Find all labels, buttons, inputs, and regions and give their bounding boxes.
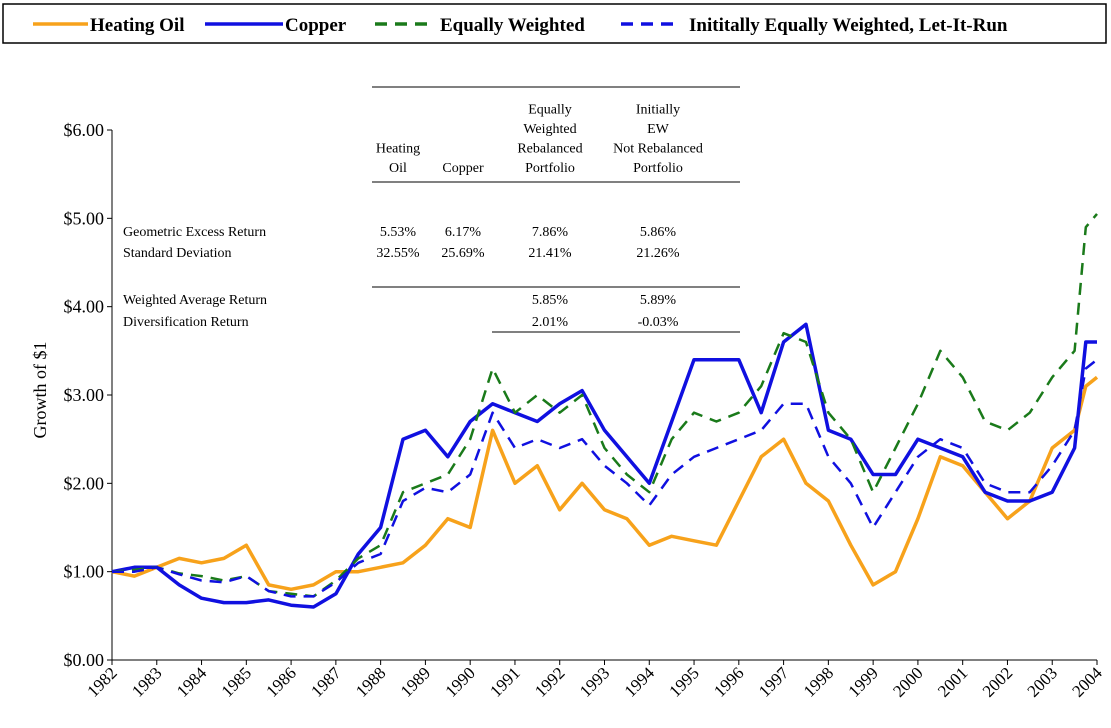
- legend-label: Copper: [285, 15, 347, 36]
- table-header: Copper: [442, 161, 484, 176]
- y-tick-label: $0.00: [64, 650, 105, 670]
- table-header: Portfolio: [525, 161, 575, 176]
- table-cell: 21.41%: [528, 246, 572, 261]
- table-cell: 32.55%: [376, 246, 420, 261]
- y-tick-label: $4.00: [64, 297, 105, 317]
- table-cell: 5.86%: [640, 225, 677, 240]
- x-tick-label: 1989: [397, 663, 434, 700]
- series-line: [111, 322, 1097, 609]
- legend-label: Equally Weighted: [440, 15, 585, 36]
- table-row-label: Geometric Excess Return: [123, 225, 266, 240]
- y-axis-label: Growth of $1: [30, 342, 50, 439]
- table-cell: 6.17%: [445, 225, 482, 240]
- series-line: [112, 358, 1098, 598]
- x-tick-label: 1998: [800, 663, 837, 700]
- table-cell: 5.85%: [532, 293, 569, 308]
- table-cell: 25.69%: [441, 246, 485, 261]
- x-tick-label: 2003: [1024, 663, 1061, 700]
- x-tick-label: 1990: [442, 663, 479, 700]
- x-tick-label: 1987: [307, 663, 345, 701]
- table-header: Not Rebalanced: [613, 142, 703, 157]
- y-tick-label: $1.00: [64, 562, 105, 582]
- x-tick-label: 2001: [934, 663, 971, 700]
- y-tick-label: $2.00: [64, 473, 105, 493]
- table-header: Equally: [528, 103, 572, 118]
- x-tick-label: 2004: [1068, 663, 1106, 701]
- table-cell: 2.01%: [532, 315, 569, 330]
- x-tick-label: 1997: [755, 663, 793, 701]
- x-tick-label: 2002: [979, 663, 1016, 700]
- x-tick-label: 1999: [844, 663, 881, 700]
- table-header: Heating: [376, 142, 420, 157]
- table-header: EW: [647, 122, 670, 137]
- x-tick-label: 1993: [576, 663, 613, 700]
- legend-label: Heating Oil: [90, 15, 184, 36]
- x-tick-label: 1991: [486, 663, 523, 700]
- table-header: Rebalanced: [517, 142, 582, 157]
- x-tick-label: 1988: [352, 663, 389, 700]
- x-tick-label: 1996: [710, 663, 747, 700]
- table-header: Oil: [389, 161, 407, 176]
- series-line: [111, 375, 1099, 592]
- table-cell: -0.03%: [638, 315, 679, 330]
- y-tick-label: $5.00: [64, 208, 105, 228]
- table-cell: 5.53%: [380, 225, 417, 240]
- y-tick-label: $6.00: [64, 120, 105, 140]
- table-header: Weighted: [523, 122, 576, 137]
- table-header: Portfolio: [633, 161, 683, 176]
- x-tick-label: 2000: [889, 663, 926, 700]
- table-cell: 7.86%: [532, 225, 569, 240]
- x-tick-label: 1985: [218, 663, 255, 700]
- table-cell: 21.26%: [636, 246, 680, 261]
- table-header: Initially: [636, 103, 680, 118]
- legend-box: [2, 3, 1107, 44]
- y-tick-label: $3.00: [64, 385, 105, 405]
- table-row-label: Diversification Return: [123, 315, 249, 330]
- x-tick-label: 1986: [262, 663, 299, 700]
- x-tick-label: 1983: [128, 663, 165, 700]
- table-row-label: Standard Deviation: [123, 246, 231, 261]
- series-line: [111, 213, 1098, 598]
- table-cell: 5.89%: [640, 293, 677, 308]
- x-tick-label: 1994: [621, 663, 659, 701]
- x-tick-label: 1984: [173, 663, 211, 701]
- legend-label: Inititally Equally Weighted, Let-It-Run: [689, 15, 1008, 36]
- table-row-label: Weighted Average Return: [123, 293, 267, 308]
- x-tick-label: 1992: [531, 663, 568, 700]
- x-tick-label: 1995: [665, 663, 702, 700]
